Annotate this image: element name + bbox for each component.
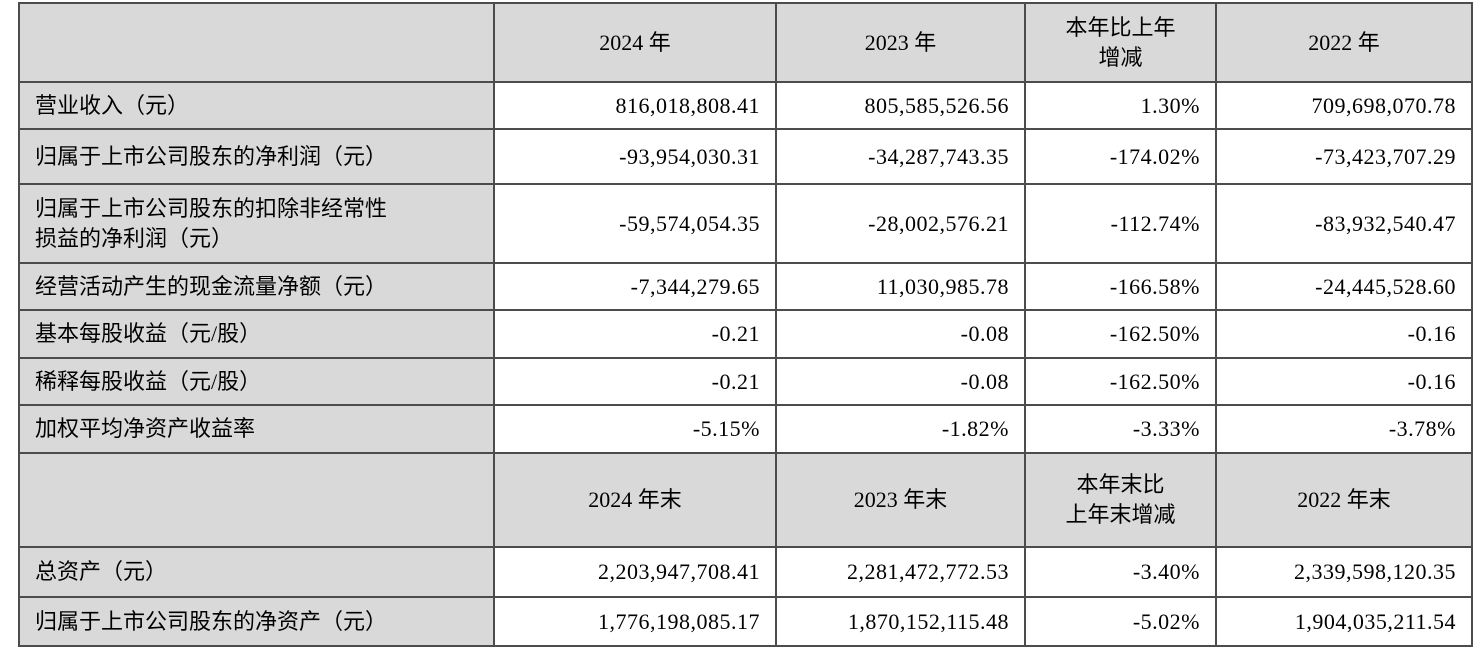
table-row-revenue: 营业收入（元） 816,018,808.41 805,585,526.56 1.… [18,81,1473,130]
table-row-basic-eps: 基本每股收益（元/股） -0.21 -0.08 -162.50% -0.16 [18,309,1473,359]
value-2022-cell: -0.16 [1215,309,1473,359]
table-row-weighted-avg-roe: 加权平均净资产收益率 -5.15% -1.82% -3.33% -3.78% [18,404,1473,454]
change-value-cell: -162.50% [1024,357,1217,406]
table-row-total-assets: 总资产（元） 2,203,947,708.41 2,281,472,772.53… [18,546,1473,598]
value-2024-cell: -0.21 [493,357,777,406]
metric-label-cell: 加权平均净资产收益率 [18,404,495,454]
change-value-cell: -166.58% [1024,262,1217,311]
corner-header-cell [18,2,495,83]
year-2022-header-cell: 2022 年 [1215,2,1473,83]
value-2024-cell: 1,776,198,085.17 [493,596,777,647]
value-2023-cell: 1,870,152,115.48 [775,596,1026,647]
value-2023-cell: -0.08 [775,357,1026,406]
value-2022-cell: -0.16 [1215,357,1473,406]
financial-summary-table: 2024 年 2023 年 本年比上年 增减 2022 年 营业收入（元） 81… [18,2,1473,647]
change-value-cell: -3.40% [1024,546,1217,598]
metric-label-cell: 稀释每股收益（元/股） [18,357,495,406]
year-end-2023-header-cell: 2023 年末 [775,452,1026,548]
change-value-cell: -162.50% [1024,309,1217,359]
value-2022-cell: 2,339,598,120.35 [1215,546,1473,598]
year-end-2024-header-cell: 2024 年末 [493,452,777,548]
value-2023-cell: -1.82% [775,404,1026,454]
change-value-cell: -3.33% [1024,404,1217,454]
value-2023-cell: 805,585,526.56 [775,81,1026,130]
metric-label-cell: 基本每股收益（元/股） [18,309,495,359]
change-value-cell: -112.74% [1024,183,1217,264]
value-2022-cell: -83,932,540.47 [1215,183,1473,264]
table-row-operating-cash-flow: 经营活动产生的现金流量净额（元） -7,344,279.65 11,030,98… [18,262,1473,311]
year-end-2022-header-cell: 2022 年末 [1215,452,1473,548]
metric-label-cell: 归属于上市公司股东的净利润（元） [18,128,495,185]
change-value-cell: -174.02% [1024,128,1217,185]
value-2022-cell: -3.78% [1215,404,1473,454]
metric-label-cell: 经营活动产生的现金流量净额（元） [18,262,495,311]
change-value-cell: -5.02% [1024,596,1217,647]
year-2023-header-cell: 2023 年 [775,2,1026,83]
year-end-change-header-cell: 本年末比 上年末增减 [1024,452,1217,548]
value-2024-cell: -59,574,054.35 [493,183,777,264]
value-2024-cell: 816,018,808.41 [493,81,777,130]
value-2024-cell: 2,203,947,708.41 [493,546,777,598]
metric-label-cell: 营业收入（元） [18,81,495,130]
yoy-change-header-cell: 本年比上年 增减 [1024,2,1217,83]
table-row-net-assets: 归属于上市公司股东的净资产（元） 1,776,198,085.17 1,870,… [18,596,1473,647]
value-2024-cell: -7,344,279.65 [493,262,777,311]
value-2022-cell: -24,445,528.60 [1215,262,1473,311]
metric-label-cell: 归属于上市公司股东的扣除非经常性 损益的净利润（元） [18,183,495,264]
metric-label-cell: 总资产（元） [18,546,495,598]
table-row-net-profit: 归属于上市公司股东的净利润（元） -93,954,030.31 -34,287,… [18,128,1473,185]
value-2024-cell: -93,954,030.31 [493,128,777,185]
value-2023-cell: 11,030,985.78 [775,262,1026,311]
corner-header-cell [18,452,495,548]
value-2022-cell: 709,698,070.78 [1215,81,1473,130]
value-2023-cell: -0.08 [775,309,1026,359]
change-value-cell: 1.30% [1024,81,1217,130]
metric-label-cell: 归属于上市公司股东的净资产（元） [18,596,495,647]
value-2023-cell: -34,287,743.35 [775,128,1026,185]
value-2023-cell: -28,002,576.21 [775,183,1026,264]
year-2024-header-cell: 2024 年 [493,2,777,83]
table-row-net-profit-excl-nonrecurring: 归属于上市公司股东的扣除非经常性 损益的净利润（元） -59,574,054.3… [18,183,1473,264]
value-2024-cell: -0.21 [493,309,777,359]
value-2022-cell: 1,904,035,211.54 [1215,596,1473,647]
table-header-row-year-end: 2024 年末 2023 年末 本年末比 上年末增减 2022 年末 [18,452,1473,548]
value-2024-cell: -5.15% [493,404,777,454]
table-header-row-annual: 2024 年 2023 年 本年比上年 增减 2022 年 [18,2,1473,83]
table-row-diluted-eps: 稀释每股收益（元/股） -0.21 -0.08 -162.50% -0.16 [18,357,1473,406]
value-2022-cell: -73,423,707.29 [1215,128,1473,185]
value-2023-cell: 2,281,472,772.53 [775,546,1026,598]
